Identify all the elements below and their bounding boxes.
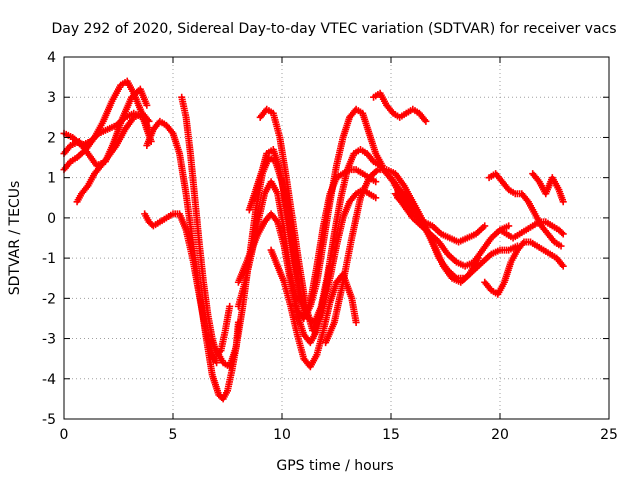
x-tick-label: 5: [169, 427, 178, 443]
data-point-marker: [559, 262, 567, 270]
data-point-marker: [505, 222, 513, 230]
data-point-marker: [226, 302, 234, 310]
series-track-19: [481, 238, 567, 298]
data-point-marker: [143, 101, 151, 109]
y-tick-label: 0: [47, 211, 56, 227]
data-point-marker: [559, 198, 567, 206]
x-tick-label: 20: [491, 427, 509, 443]
series-track-6: [178, 93, 234, 359]
data-point-marker: [213, 359, 221, 367]
series-track-12: [256, 105, 334, 335]
y-tick-label: 1: [47, 171, 56, 187]
y-tick-label: -2: [42, 291, 56, 307]
data-point-marker: [326, 262, 334, 270]
y-tick-label: -5: [42, 412, 56, 428]
data-series: [60, 77, 567, 403]
series-track-15: [370, 89, 430, 125]
series-track-18: [394, 194, 489, 246]
y-tick-label: 4: [47, 50, 56, 66]
data-point-marker: [422, 117, 430, 125]
data-point-marker: [558, 229, 566, 237]
y-tick-label: 3: [47, 90, 56, 106]
y-axis-label: SDTVAR / TECUs: [7, 181, 23, 296]
data-point-marker: [352, 318, 360, 326]
series-track-14: [322, 166, 521, 347]
data-point-marker: [372, 178, 380, 186]
series-track-22: [529, 170, 567, 206]
plot-frame: [63, 56, 610, 420]
x-tick-label: 15: [382, 427, 400, 443]
data-point-marker: [145, 117, 153, 125]
y-tick-label: -4: [42, 372, 56, 388]
x-tick-label: 25: [600, 427, 618, 443]
series-track-7: [141, 210, 221, 367]
series-track-20: [485, 170, 565, 250]
data-point-marker: [557, 242, 565, 250]
y-tick-label: 2: [47, 130, 56, 146]
series-track-4: [73, 109, 153, 206]
chart-title: Day 292 of 2020, Sidereal Day-to-day VTE…: [51, 21, 616, 37]
series-track-13: [267, 246, 360, 371]
x-axis-label: GPS time / hours: [276, 458, 393, 474]
x-tick-label: 0: [60, 427, 69, 443]
y-tick-label: -3: [42, 332, 56, 348]
data-point-marker: [372, 194, 380, 202]
data-point-marker: [559, 230, 567, 238]
y-tick-label: -1: [42, 251, 56, 267]
series-track-21: [496, 218, 567, 242]
data-point-marker: [481, 222, 489, 230]
x-tick-label: 10: [273, 427, 291, 443]
